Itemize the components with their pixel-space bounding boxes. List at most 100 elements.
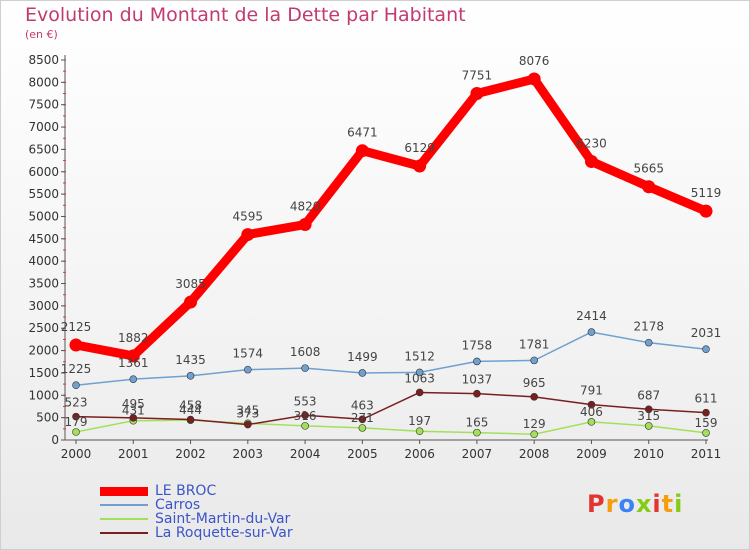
y-tick-label: 7500: [28, 98, 59, 112]
y-tick-label: 2000: [28, 344, 59, 358]
chart-subtitle: (en €): [25, 28, 58, 41]
data-point: [530, 393, 538, 401]
y-tick-label: 8500: [28, 53, 59, 67]
data-label: 271: [351, 411, 374, 425]
data-label: 1361: [118, 356, 149, 370]
data-label: 1512: [404, 349, 435, 363]
data-point: [644, 405, 653, 414]
data-point: [72, 428, 80, 436]
data-point: [415, 388, 424, 397]
data-point: [355, 144, 369, 158]
data-point: [530, 430, 538, 439]
data-label: 129: [523, 417, 546, 431]
y-tick-label: 3000: [28, 299, 59, 313]
y-tick-label: 2500: [28, 321, 59, 335]
data-label: 965: [523, 376, 546, 390]
data-label: 1882: [118, 331, 149, 345]
data-point: [587, 328, 596, 336]
data-label: 2414: [576, 309, 607, 323]
x-tick-label: 2001: [118, 447, 149, 461]
data-label: 6129: [404, 141, 435, 155]
data-label: 179: [65, 415, 88, 429]
data-point: [699, 204, 713, 218]
x-tick-label: 2007: [462, 447, 493, 461]
x-tick-label: 2009: [576, 447, 607, 461]
data-label: 4595: [233, 210, 264, 224]
data-point: [644, 422, 653, 430]
data-label: 316: [294, 409, 317, 423]
data-label: 1781: [519, 337, 550, 351]
data-point: [241, 228, 255, 242]
data-point: [470, 86, 484, 100]
data-label: 315: [637, 409, 660, 423]
data-label: 7751: [462, 68, 493, 82]
y-tick-label: 7000: [28, 120, 59, 134]
data-label: 1758: [462, 338, 493, 352]
data-label: 197: [408, 414, 431, 428]
data-label: 1499: [347, 350, 378, 364]
data-label: 5665: [633, 162, 664, 176]
data-label: 495: [122, 397, 145, 411]
legend-label: Carros: [155, 497, 201, 513]
y-tick-label: 6500: [28, 142, 59, 156]
data-label: 1574: [233, 347, 264, 361]
y-tick-label: 5000: [28, 209, 59, 223]
data-point: [473, 357, 481, 366]
data-point: [644, 338, 653, 347]
data-point: [184, 295, 198, 309]
data-label: 5119: [691, 186, 722, 200]
data-label: 8076: [519, 54, 550, 68]
data-point: [72, 412, 80, 421]
data-point: [126, 349, 140, 363]
legend-swatch: [100, 504, 148, 506]
data-label: 611: [695, 392, 718, 406]
y-tick-label: 0: [51, 433, 59, 447]
data-point: [129, 375, 138, 383]
data-label: 1063: [404, 371, 435, 385]
y-tick-label: 3500: [28, 277, 59, 291]
data-label: 3085: [175, 277, 206, 291]
data-point: [69, 338, 83, 352]
legend-swatch: [100, 518, 148, 520]
data-point: [415, 427, 424, 435]
x-tick-label: 2000: [61, 447, 92, 461]
data-point: [358, 369, 367, 377]
data-point: [244, 420, 252, 429]
y-tick-label: 1000: [28, 388, 59, 402]
data-label: 431: [122, 404, 145, 418]
data-label: 1037: [462, 373, 493, 387]
data-point: [587, 418, 596, 426]
x-tick-label: 2005: [347, 447, 378, 461]
legend-label: La Roquette-sur-Var: [155, 525, 293, 541]
data-label: 444: [179, 403, 202, 417]
data-label: 345: [236, 404, 259, 418]
data-point: [129, 414, 138, 422]
data-label: 2031: [691, 326, 722, 340]
data-point: [301, 411, 309, 420]
data-point: [301, 422, 309, 430]
data-point: [587, 400, 596, 409]
y-tick-label: 6000: [28, 165, 59, 179]
y-tick-label: 4000: [28, 254, 59, 268]
x-tick-label: 2002: [175, 447, 206, 461]
data-label: 406: [580, 405, 603, 419]
data-label: 373: [236, 406, 259, 420]
data-label: 4820: [290, 200, 321, 214]
y-tick-label: 1500: [28, 366, 59, 380]
data-label: 1608: [290, 345, 321, 359]
data-label: 463: [351, 398, 374, 412]
x-tick-label: 2010: [633, 447, 664, 461]
data-point: [301, 364, 309, 372]
data-label: 1225: [61, 362, 92, 376]
data-point: [186, 372, 195, 380]
series-line-la-roquette-sur-var: [75, 391, 707, 426]
x-tick-label: 2003: [233, 447, 264, 461]
legend-swatch: [100, 532, 148, 534]
data-label: 687: [637, 388, 660, 402]
legend-label: Saint-Martin-du-Var: [155, 511, 291, 527]
y-tick-label: 5500: [28, 187, 59, 201]
proxiti-logo: Proxiti: [587, 490, 684, 518]
series-line-carros: [75, 331, 707, 386]
